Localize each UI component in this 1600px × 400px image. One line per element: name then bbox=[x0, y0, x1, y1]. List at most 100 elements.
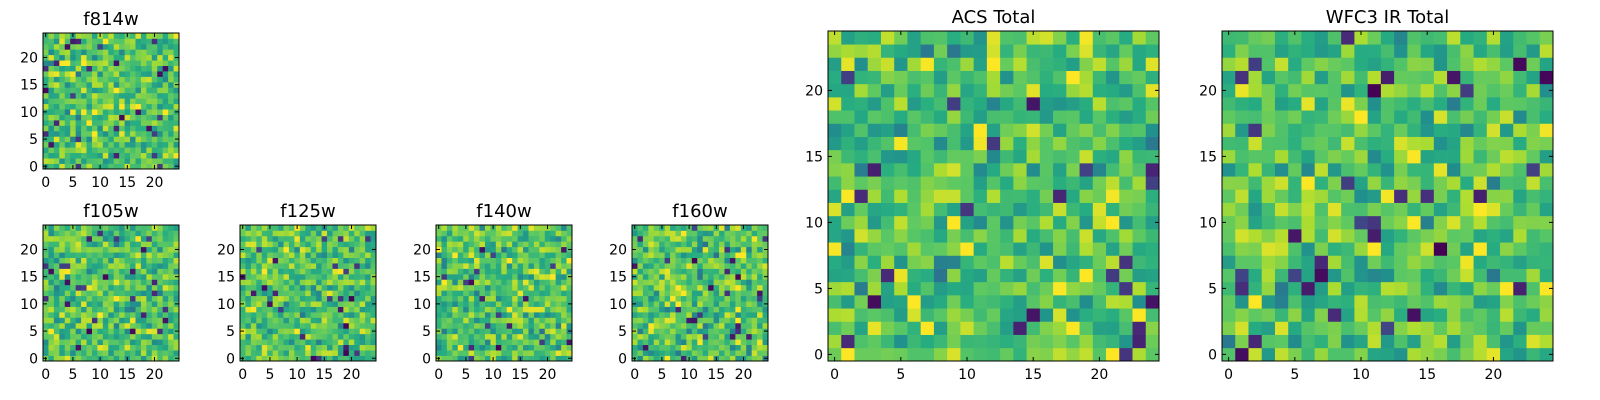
heatmap-cell bbox=[299, 339, 306, 346]
heatmap-cell bbox=[256, 322, 263, 329]
heatmap-cell bbox=[354, 252, 361, 258]
heatmap-cell bbox=[267, 257, 273, 264]
heatmap-cell bbox=[501, 290, 508, 297]
heatmap-cell bbox=[48, 322, 55, 329]
heatmap-cell bbox=[48, 152, 55, 159]
heatmap-cell bbox=[724, 225, 731, 231]
heatmap-cell bbox=[1222, 83, 1236, 98]
heatmap-cell bbox=[1513, 321, 1527, 335]
y-tick-label: 20 bbox=[217, 242, 235, 258]
heatmap-cell bbox=[173, 152, 180, 159]
heatmap-cell bbox=[735, 290, 742, 297]
heatmap-cell bbox=[1539, 123, 1554, 137]
heatmap-cell bbox=[173, 333, 180, 340]
heatmap-cell bbox=[162, 92, 169, 99]
heatmap-cell bbox=[48, 49, 55, 56]
heatmap-cell bbox=[1053, 163, 1067, 177]
heatmap-cell bbox=[484, 339, 491, 346]
heatmap-cell bbox=[91, 152, 98, 159]
heatmap-cell bbox=[1132, 281, 1147, 296]
heatmap-cell bbox=[53, 279, 60, 286]
heatmap-cell bbox=[828, 176, 842, 190]
heatmap-cell bbox=[746, 333, 753, 340]
heatmap-cell bbox=[735, 344, 742, 351]
heatmap-cell bbox=[441, 263, 448, 269]
heatmap-cell bbox=[474, 339, 480, 346]
heatmap-cell bbox=[86, 54, 93, 61]
heatmap-cell bbox=[697, 328, 704, 335]
heatmap-cell bbox=[762, 284, 769, 291]
heatmap-cell bbox=[81, 273, 87, 280]
heatmap-cell bbox=[1261, 83, 1276, 98]
heatmap-cell bbox=[102, 268, 109, 275]
heatmap-cell bbox=[854, 308, 869, 322]
heatmap-cell bbox=[550, 350, 557, 356]
heatmap-cell bbox=[321, 235, 328, 242]
heatmap-cell bbox=[261, 252, 268, 258]
heatmap-cell bbox=[495, 306, 502, 313]
heatmap-cell bbox=[86, 130, 93, 137]
heatmap-cell bbox=[632, 350, 638, 356]
heatmap-cell bbox=[1079, 31, 1094, 45]
heatmap-cell bbox=[686, 312, 693, 318]
heatmap-cell bbox=[348, 295, 355, 302]
heatmap-cell bbox=[452, 284, 459, 291]
heatmap-cell bbox=[713, 230, 720, 237]
heatmap-cell bbox=[1066, 202, 1080, 217]
heatmap-cell bbox=[157, 306, 164, 313]
heatmap-cell bbox=[1486, 215, 1501, 230]
heatmap-cell bbox=[75, 350, 82, 356]
heatmap-cell bbox=[102, 103, 109, 110]
x-tick-label: 5 bbox=[1290, 367, 1299, 383]
heatmap-cell bbox=[947, 242, 961, 256]
heatmap-cell bbox=[561, 225, 567, 231]
heatmap-cell bbox=[670, 344, 676, 351]
heatmap-cell bbox=[1039, 242, 1054, 256]
heatmap-cell bbox=[642, 344, 649, 351]
heatmap-cell bbox=[686, 317, 693, 324]
heatmap-cell bbox=[119, 136, 125, 143]
heatmap-cell bbox=[517, 268, 524, 275]
heatmap-cell bbox=[517, 333, 524, 340]
heatmap-cell bbox=[48, 87, 55, 94]
heatmap-cell bbox=[512, 333, 518, 340]
heatmap-cell bbox=[1327, 295, 1342, 309]
heatmap-cell bbox=[354, 290, 361, 297]
heatmap-cell bbox=[113, 141, 120, 148]
heatmap-cell bbox=[151, 263, 158, 269]
heatmap-cell bbox=[59, 76, 66, 83]
heatmap-cell bbox=[261, 225, 268, 231]
heatmap-cell bbox=[490, 301, 497, 307]
heatmap-cell bbox=[305, 263, 312, 269]
heatmap-cell bbox=[81, 33, 87, 39]
heatmap-cell bbox=[973, 202, 988, 217]
heatmap-cell bbox=[762, 322, 769, 329]
heatmap-cell bbox=[528, 339, 535, 346]
heatmap-cell bbox=[1079, 242, 1094, 256]
heatmap-cell bbox=[119, 263, 125, 269]
heatmap-cell bbox=[337, 279, 344, 286]
heatmap-cell bbox=[91, 301, 98, 307]
heatmap-cell bbox=[675, 328, 682, 335]
heatmap-cell bbox=[59, 268, 66, 275]
heatmap-cell bbox=[75, 98, 82, 105]
heatmap-cell bbox=[59, 49, 66, 56]
heatmap-cell bbox=[735, 355, 742, 362]
heatmap-cell bbox=[528, 230, 535, 237]
heatmap-cell bbox=[140, 328, 147, 335]
heatmap-cell bbox=[305, 301, 312, 307]
heatmap-cell bbox=[97, 312, 104, 318]
heatmap-cell bbox=[986, 149, 1001, 164]
heatmap-cell bbox=[267, 333, 273, 340]
heatmap-cell bbox=[1145, 347, 1160, 362]
heatmap-cell bbox=[1341, 176, 1355, 190]
heatmap-cell bbox=[97, 81, 104, 88]
heatmap-cell bbox=[1039, 281, 1054, 296]
heatmap-cell bbox=[327, 290, 333, 297]
heatmap-cell bbox=[91, 225, 98, 231]
heatmap-cell bbox=[1106, 321, 1120, 335]
heatmap-cell bbox=[1013, 334, 1027, 349]
heatmap-cell bbox=[119, 295, 125, 302]
heatmap-cell bbox=[746, 257, 753, 264]
heatmap-cell bbox=[686, 279, 693, 286]
